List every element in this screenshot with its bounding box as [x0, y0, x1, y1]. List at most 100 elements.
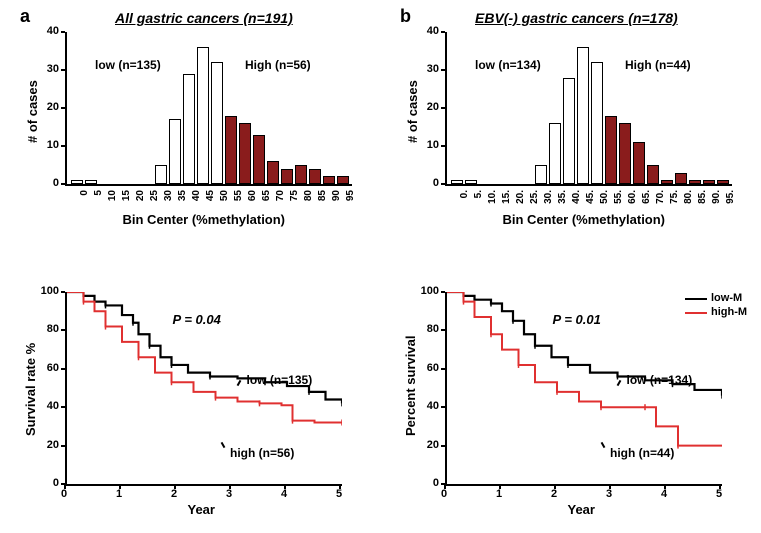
hist-xtick: 5.	[473, 190, 484, 210]
hist-xtick: 0.	[459, 190, 470, 210]
hist-bar	[323, 176, 335, 184]
hist-xtick: 75.	[669, 190, 680, 210]
hist-xtick: 15	[121, 190, 132, 210]
surv-ytick: 60	[35, 362, 59, 374]
surv-xtick: 4	[661, 488, 667, 500]
hist-xtick: 55.	[613, 190, 624, 210]
surv-ytick: 100	[35, 285, 59, 297]
hist-xtick: 35	[177, 190, 188, 210]
hist-bar	[71, 180, 83, 184]
hist-ytick: 40	[415, 25, 439, 37]
hist-xtick: 85	[317, 190, 328, 210]
hist-bar	[633, 142, 645, 184]
p-value: P = 0.04	[173, 312, 221, 327]
surv-xtick: 2	[551, 488, 557, 500]
hist-xtick: 30	[163, 190, 174, 210]
surv-label-low: low (n=134)	[627, 373, 693, 387]
hist-ytick: 0	[35, 177, 59, 189]
hist-ytick: 0	[415, 177, 439, 189]
surv-ytick: 20	[35, 439, 59, 451]
hist-bar	[563, 78, 575, 184]
hist-bar	[169, 119, 181, 184]
hist-bar	[451, 180, 463, 184]
hist-bar	[253, 135, 265, 184]
hist-xtick: 10.	[487, 190, 498, 210]
legend-swatch-high	[685, 312, 707, 314]
hist-xtick: 65	[261, 190, 272, 210]
hist-bar	[549, 123, 561, 184]
surv-label-low: low (n=135)	[247, 373, 313, 387]
hist-bar	[197, 47, 209, 184]
surv-xtick: 1	[116, 488, 122, 500]
hist-xtick: 0	[79, 190, 90, 210]
hist-annot-low: low (n=135)	[95, 58, 161, 72]
hist-xtick: 85.	[697, 190, 708, 210]
hist-bar	[211, 62, 223, 184]
panel-title-a: All gastric cancers (n=191)	[115, 10, 293, 26]
hist-xtick: 35.	[557, 190, 568, 210]
hist-xtick: 20	[135, 190, 146, 210]
survival-curve-low	[67, 292, 342, 403]
hist-bar	[647, 165, 659, 184]
surv-xtick: 0	[441, 488, 447, 500]
hist-xtick: 25	[149, 190, 160, 210]
hist-xlabel: Bin Center (%methylation)	[123, 212, 286, 227]
surv-xtick: 5	[716, 488, 722, 500]
hist-bar	[591, 62, 603, 184]
surv-ylabel: Survival rate %	[23, 343, 38, 436]
hist-xtick: 45	[205, 190, 216, 210]
hist-xtick: 50	[219, 190, 230, 210]
hist-bar	[225, 116, 237, 184]
hist-xtick: 55	[233, 190, 244, 210]
surv-xtick: 4	[281, 488, 287, 500]
surv-xtick: 2	[171, 488, 177, 500]
hist-bar	[689, 180, 701, 184]
figure-root: aAll gastric cancers (n=191)010203040051…	[0, 0, 761, 533]
hist-ylabel: # of cases	[405, 80, 420, 143]
hist-xtick: 75	[289, 190, 300, 210]
hist-ytick: 30	[415, 63, 439, 75]
panel-label-a: a	[20, 6, 30, 27]
hist-bar	[675, 173, 687, 184]
surv-ylabel: Percent survival	[403, 336, 418, 436]
hist-bar	[717, 180, 729, 184]
hist-xtick: 30.	[543, 190, 554, 210]
hist-xtick: 5	[93, 190, 104, 210]
hist-bar	[465, 180, 477, 184]
hist-bar	[281, 169, 293, 184]
hist-bar	[155, 165, 167, 184]
hist-xtick: 70	[275, 190, 286, 210]
hist-xtick: 45.	[585, 190, 596, 210]
hist-bar	[337, 176, 349, 184]
surv-label-high: high (n=56)	[230, 446, 294, 460]
hist-bar	[85, 180, 97, 184]
hist-ytick: 30	[35, 63, 59, 75]
legend-text-low: low-M	[711, 292, 742, 304]
hist-bar	[239, 123, 251, 184]
hist-xtick: 95	[345, 190, 356, 210]
hist-xtick: 90	[331, 190, 342, 210]
hist-xtick: 80	[303, 190, 314, 210]
hist-annot-high: High (n=56)	[245, 58, 311, 72]
hist-bar	[535, 165, 547, 184]
hist-xtick: 25.	[529, 190, 540, 210]
hist-bar	[661, 180, 673, 184]
surv-label-high: high (n=44)	[610, 446, 674, 460]
hist-xtick: 95.	[725, 190, 736, 210]
surv-xtick: 3	[606, 488, 612, 500]
hist-xtick: 70.	[655, 190, 666, 210]
surv-ytick: 20	[415, 439, 439, 451]
surv-ytick: 80	[35, 323, 59, 335]
hist-xtick: 90.	[711, 190, 722, 210]
surv-ytick: 40	[35, 400, 59, 412]
hist-ytick: 40	[35, 25, 59, 37]
histogram-box	[65, 32, 352, 186]
legend-text-high: high-M	[711, 306, 747, 318]
surv-ytick: 40	[415, 400, 439, 412]
hist-bar	[703, 180, 715, 184]
hist-bar	[309, 169, 321, 184]
surv-xtick: 3	[226, 488, 232, 500]
surv-ytick: 80	[415, 323, 439, 335]
histogram-box	[445, 32, 732, 186]
hist-bar	[619, 123, 631, 184]
